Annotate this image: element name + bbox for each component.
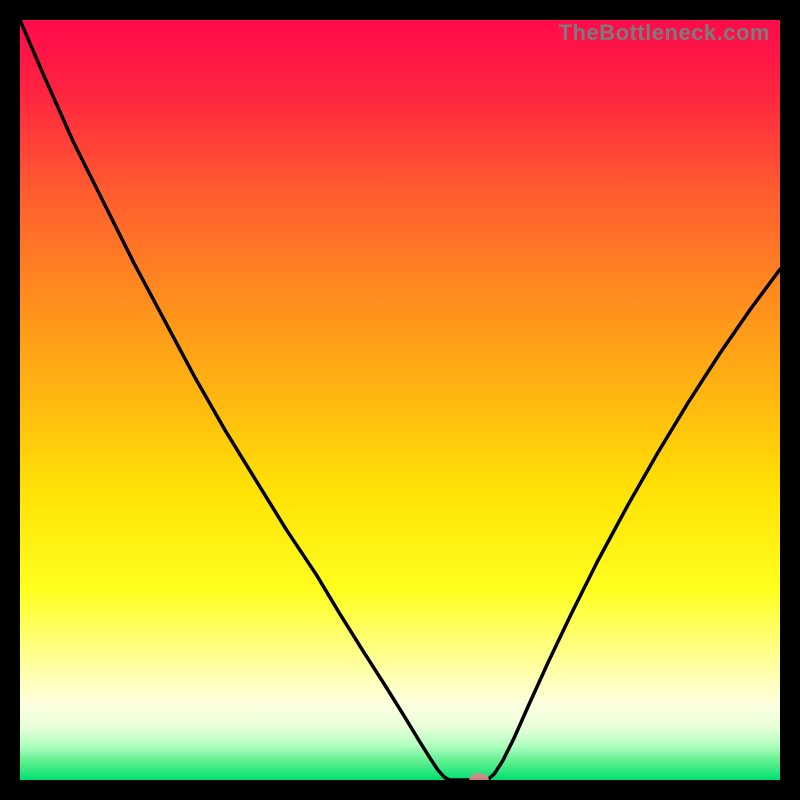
bottleneck-curve: [20, 20, 780, 780]
plot-area: TheBottleneck.com: [20, 20, 780, 780]
optimum-marker: [469, 773, 489, 780]
